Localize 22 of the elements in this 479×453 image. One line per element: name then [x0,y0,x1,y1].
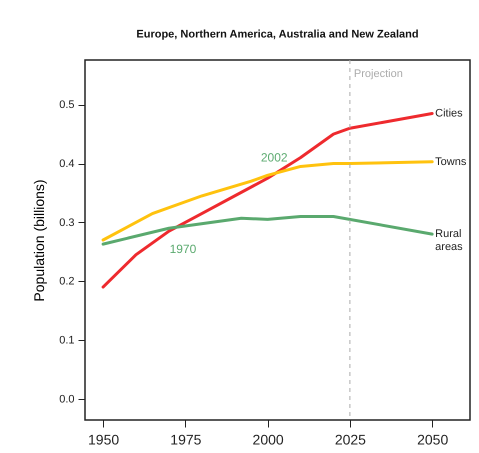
y-tick-label: 0.0 [59,393,74,406]
annotation: 2002 [260,150,288,164]
ref-line-label: Projection [354,68,403,80]
series-label: Towns [435,156,467,168]
y-tick-label: 0.2 [59,276,74,288]
line-series [102,160,434,242]
line-series [102,112,434,289]
annotation: 1970 [170,242,197,256]
line-series [102,214,434,246]
x-tick-label: 2000 [252,432,284,448]
y-tick-label: 0.3 [59,216,74,229]
y-axis-title: Population (billions) [31,179,48,302]
x-tick-label: 2025 [334,432,366,448]
series-label: Rural areas [435,228,464,254]
y-tick-label: 0.4 [59,158,74,170]
series-label: Cities [435,108,464,120]
x-tick-label: 2050 [417,432,448,448]
chart-title: Europe, Northern America, Australia and New Zealand [136,28,419,40]
x-tick-label: 1975 [170,432,202,448]
y-tick-label: 0.1 [59,334,74,346]
x-tick-label: 1950 [88,432,120,448]
y-tick-label: 0.5 [59,99,74,112]
